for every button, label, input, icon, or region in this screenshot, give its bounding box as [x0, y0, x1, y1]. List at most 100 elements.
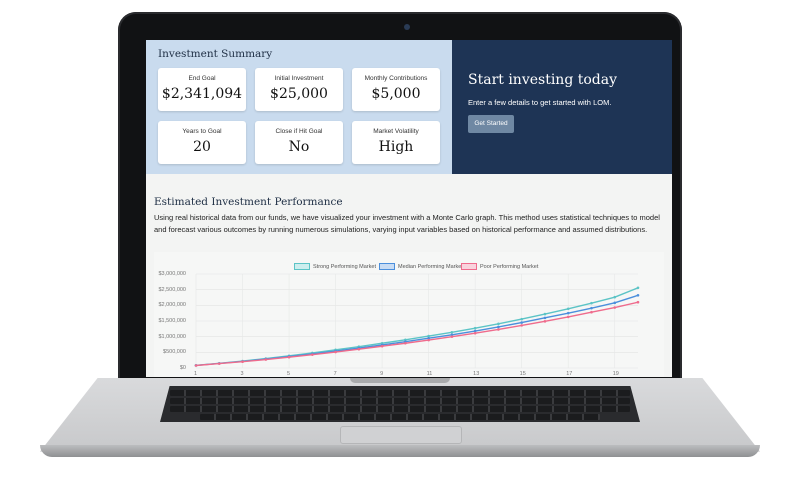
laptop-trackpad [340, 426, 462, 444]
data-point[interactable] [264, 358, 268, 361]
keyboard-row [170, 406, 630, 412]
legend-label: Poor Performing Market [480, 263, 539, 270]
x-tick-label: 11 [426, 371, 433, 377]
data-point[interactable] [450, 333, 454, 337]
data-point[interactable] [427, 336, 430, 340]
laptop-base-edge [40, 445, 760, 457]
card-value: $2,341,094 [161, 86, 243, 102]
keyboard-row [170, 398, 630, 404]
card-value: 20 [193, 139, 211, 155]
x-tick-label: 13 [473, 371, 480, 377]
legend-median[interactable]: Median Performing Market [379, 263, 463, 270]
data-point[interactable] [404, 338, 407, 342]
card-initial-investment: Initial Investment $25,000 [255, 68, 343, 111]
series-line-2 [195, 301, 639, 367]
data-point[interactable] [636, 286, 640, 290]
card-market-volatility: Market Volatility High [352, 121, 440, 164]
x-tick-label: 3 [240, 371, 244, 377]
legend-label: Median Performing Market [398, 263, 463, 270]
data-point[interactable] [450, 335, 454, 338]
performance-title: Estimated Investment Performance [154, 196, 343, 208]
data-point[interactable] [241, 360, 244, 364]
x-tick-label: 5 [287, 371, 291, 377]
data-point[interactable] [543, 312, 547, 316]
legend-strong[interactable]: Strong Performing Market [294, 263, 376, 270]
data-point[interactable] [473, 329, 477, 333]
data-point[interactable] [543, 316, 547, 320]
data-point[interactable] [311, 353, 314, 356]
keyboard-row [170, 390, 630, 396]
card-label: Market Volatility [373, 128, 419, 135]
data-point[interactable] [497, 328, 500, 331]
summary-title: Investment Summary [158, 48, 273, 60]
data-point[interactable] [427, 338, 430, 342]
x-tick-label: 17 [566, 371, 573, 377]
data-point[interactable] [497, 322, 500, 326]
data-point[interactable] [590, 310, 593, 314]
data-point[interactable] [590, 306, 593, 310]
data-point[interactable] [450, 330, 454, 334]
keyboard-row [200, 414, 600, 420]
performance-description: Using real historical data from our fund… [154, 213, 660, 234]
data-point[interactable] [404, 341, 407, 345]
investment-summary-panel: Investment Summary End Goal $2,341,094 I… [146, 40, 452, 174]
card-close-if-hit-goal: Close if Hit Goal No [255, 121, 343, 164]
series-line-0 [195, 287, 639, 367]
y-tick-label: $0 [179, 365, 186, 371]
get-started-button[interactable]: Get Started [468, 115, 514, 133]
x-tick-label: 9 [380, 371, 384, 377]
legend-label: Strong Performing Market [313, 263, 376, 270]
cta-text: Enter a few details to get started with … [468, 98, 612, 107]
data-point[interactable] [427, 334, 430, 338]
y-tick-label: $1,000,000 [158, 333, 186, 340]
data-point[interactable] [287, 355, 291, 359]
card-value: $25,000 [270, 86, 328, 102]
data-point[interactable] [566, 315, 570, 319]
data-point[interactable] [566, 307, 570, 311]
legend-poor[interactable]: Poor Performing Market [461, 263, 538, 270]
x-tick-label: 1 [194, 371, 198, 377]
data-point[interactable] [566, 311, 570, 315]
start-investing-panel: Start investing today Enter a few detail… [452, 40, 672, 174]
data-point[interactable] [520, 324, 523, 327]
data-point[interactable] [543, 320, 547, 323]
data-point[interactable] [590, 301, 593, 305]
data-point[interactable] [636, 300, 640, 304]
data-point[interactable] [613, 306, 617, 309]
data-point[interactable] [194, 364, 198, 367]
card-label: Years to Goal [182, 128, 222, 135]
x-tick-label: 19 [612, 371, 619, 377]
data-point[interactable] [334, 350, 337, 354]
card-label: End Goal [188, 75, 216, 82]
screen: Investment Summary End Goal $2,341,094 I… [146, 40, 672, 377]
data-point[interactable] [520, 321, 523, 324]
data-point[interactable] [473, 331, 477, 335]
data-point[interactable] [613, 301, 617, 305]
data-point[interactable] [613, 295, 617, 299]
data-point[interactable] [357, 347, 361, 351]
card-monthly-contributions: Monthly Contributions $5,000 [352, 68, 440, 111]
legend-swatch [379, 263, 395, 270]
series-line-1 [195, 294, 639, 367]
y-tick-label: $1,500,000 [158, 318, 186, 324]
performance-chart: Strong Performing Market Median Performi… [154, 252, 664, 377]
chart-plot-area [194, 273, 640, 369]
y-tick-label: $3,000,000 [158, 271, 186, 277]
legend-swatch [294, 263, 310, 270]
camera-icon [404, 24, 410, 30]
card-label: Close if Hit Goal [275, 128, 323, 135]
x-tick-label: 7 [333, 371, 337, 377]
y-tick-label: $2,000,000 [158, 302, 186, 309]
data-point[interactable] [380, 344, 384, 348]
card-label: Initial Investment [274, 75, 324, 82]
card-value: High [378, 139, 414, 155]
data-point[interactable] [636, 294, 640, 297]
card-value: $5,000 [371, 86, 421, 102]
data-point[interactable] [520, 317, 523, 321]
laptop-keyboard [160, 386, 640, 422]
data-point[interactable] [473, 326, 477, 330]
data-point[interactable] [217, 362, 221, 365]
data-point[interactable] [497, 325, 500, 329]
card-end-goal: End Goal $2,341,094 [158, 68, 246, 111]
y-tick-label: $2,500,000 [158, 286, 186, 293]
